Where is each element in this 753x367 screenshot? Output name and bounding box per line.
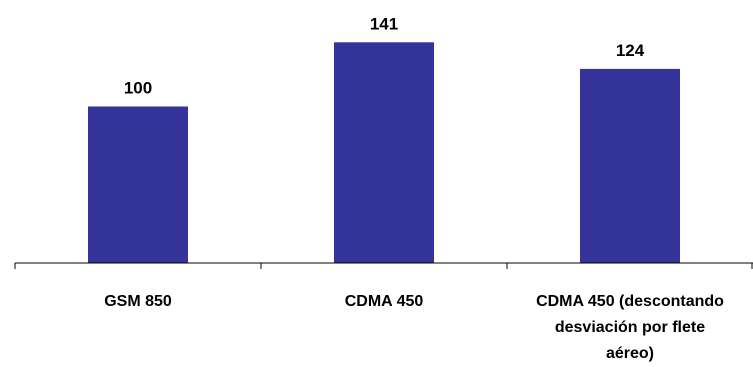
category-label-2: CDMA 450 (345, 293, 424, 310)
bars-layer (88, 42, 680, 264)
category-label-line: desviación por flete (555, 319, 705, 336)
bar-2 (334, 42, 434, 263)
category-labels-layer: GSM 850 CDMA 450 CDMA 450 (descontando desv… (104, 293, 724, 362)
category-label-line: CDMA 450 (345, 293, 424, 310)
category-label-line: aéreo) (606, 345, 654, 362)
category-label-line: CDMA 450 (descontando (536, 293, 724, 310)
data-label-1: 100 (124, 79, 152, 98)
data-labels-layer: 100 141 124 (124, 14, 645, 97)
bar-3 (580, 68, 680, 264)
bar-1 (88, 106, 188, 263)
data-label-2: 141 (370, 14, 398, 33)
category-label-line: GSM 850 (104, 293, 172, 310)
category-label-3: CDMA 450 (descontando desviación por flet… (536, 293, 724, 362)
data-label-3: 124 (616, 41, 645, 60)
category-label-1: GSM 850 (104, 293, 172, 310)
x-axis (14, 262, 753, 269)
